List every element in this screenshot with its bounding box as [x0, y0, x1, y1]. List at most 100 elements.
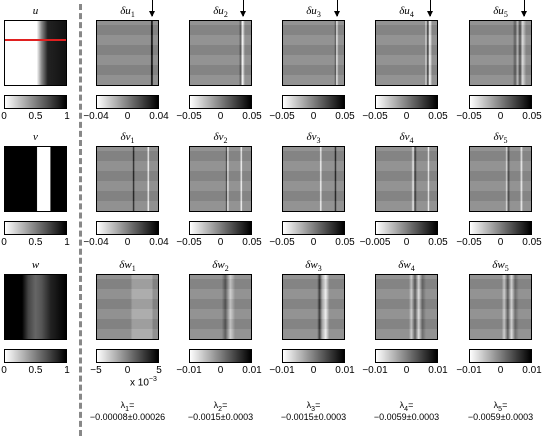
delta-w-5-tick-2: 0.01 — [522, 365, 542, 376]
eigenvalue-2-value: −0.0015±0.0003 — [187, 412, 254, 422]
delta-w-1-tick-2: 5 — [156, 365, 162, 376]
left-w-tick-1: 0.5 — [28, 365, 43, 376]
delta-u-4-tick-0: −0.05 — [362, 111, 388, 122]
left-label-u: u — [32, 5, 39, 17]
eigenvalue-5-value: −0.0059±0.0003 — [467, 412, 534, 422]
delta-w-4-tick-2: 0.01 — [428, 365, 448, 376]
delta-v-4-tick-2: 0.05 — [428, 237, 448, 248]
delta-u-2-tick-2: 0.05 — [242, 111, 262, 122]
delta-w-2-tick-2: 0.01 — [242, 365, 262, 376]
delta-v-4-panel — [375, 146, 438, 212]
left-v-tick-0: 0 — [1, 237, 7, 248]
delta-u-1-label: δu1 — [120, 5, 135, 20]
delta-u-1-tick-2: 0.04 — [149, 111, 169, 122]
delta-v-1-panel — [96, 146, 159, 212]
delta-v-3-label: δv3 — [306, 131, 321, 146]
exponent-note: x 10−3 — [130, 376, 157, 388]
left-v-colorbar — [4, 221, 67, 235]
red-profile-line — [5, 39, 66, 41]
delta-v-4-tick-1: 0 — [403, 237, 410, 248]
delta-w-2-colorbar — [189, 349, 252, 363]
delta-u-4-panel — [375, 20, 438, 86]
delta-w-2-label: δw2 — [212, 259, 229, 274]
arrow-down-icon — [427, 0, 433, 17]
delta-w-4-tick-0: −0.01 — [362, 365, 388, 376]
delta-u-1-tick-0: −0.04 — [83, 111, 109, 122]
delta-v-3-tick-0: −0.05 — [269, 237, 295, 248]
delta-w-2-tick-1: 0 — [217, 365, 224, 376]
delta-v-5-tick-0: −0.05 — [456, 237, 482, 248]
delta-u-4-tick-1: 0 — [403, 111, 410, 122]
eigenvalue-1-value: −0.00008±0.00026 — [89, 412, 166, 422]
exponent-base: x 10 — [130, 377, 149, 389]
delta-v-2-tick-1: 0 — [217, 237, 224, 248]
delta-w-4-tick-1: 0 — [403, 365, 410, 376]
delta-w-5-tick-1: 0 — [497, 365, 504, 376]
delta-u-4-colorbar — [375, 95, 438, 109]
delta-v-3-tick-1: 0 — [310, 237, 317, 248]
left-label-w: w — [31, 259, 40, 271]
left-w-colorbar — [4, 349, 67, 363]
delta-w-1-panel — [96, 274, 159, 340]
delta-w-1-colorbar — [96, 349, 159, 363]
delta-u-5-colorbar — [469, 95, 532, 109]
delta-w-3-panel — [282, 274, 345, 340]
left-panel-u — [4, 20, 67, 86]
delta-v-3-colorbar — [282, 221, 345, 235]
delta-w-3-colorbar — [282, 349, 345, 363]
left-u-tick-1: 0.5 — [28, 111, 43, 122]
delta-w-4-label: δw4 — [398, 259, 415, 274]
exponent-power: −3 — [148, 376, 157, 383]
delta-v-2-label: δv2 — [213, 131, 228, 146]
left-w-tick-2: 1 — [64, 365, 70, 376]
delta-w-5-tick-0: −0.01 — [456, 365, 482, 376]
eigenvalue-5-symbol: λ5= — [493, 400, 508, 413]
left-label-v: v — [33, 131, 38, 143]
delta-u-5-label: δu5 — [493, 5, 508, 20]
delta-w-2-tick-0: −0.01 — [176, 365, 202, 376]
delta-v-5-tick-2: 0.05 — [522, 237, 542, 248]
delta-w-4-panel — [375, 274, 438, 340]
eigenvalue-3-symbol: λ3= — [306, 400, 321, 413]
left-u-tick-2: 1 — [64, 111, 70, 122]
delta-v-5-label: δv5 — [493, 131, 508, 146]
delta-w-5-label: δw5 — [492, 259, 509, 274]
delta-v-1-tick-2: 0.04 — [149, 237, 169, 248]
delta-w-4-colorbar — [375, 349, 438, 363]
eigenvalue-4-value: −0.0059±0.0003 — [373, 412, 440, 422]
left-u-tick-0: 0 — [1, 111, 7, 122]
delta-u-2-panel — [189, 20, 252, 86]
dashed-divider — [79, 4, 82, 436]
left-u-colorbar — [4, 95, 67, 109]
delta-w-3-label: δw3 — [305, 259, 322, 274]
delta-v-2-tick-0: −0.05 — [176, 237, 202, 248]
delta-u-2-colorbar — [189, 95, 252, 109]
delta-v-5-panel — [469, 146, 532, 212]
delta-u-2-tick-1: 0 — [217, 111, 224, 122]
delta-u-3-colorbar — [282, 95, 345, 109]
delta-u-2-label: δu2 — [213, 5, 228, 20]
arrow-down-icon — [149, 0, 155, 17]
delta-u-1-tick-1: 0 — [124, 111, 131, 122]
left-v-tick-1: 0.5 — [28, 237, 43, 248]
eigenvalue-2-symbol: λ2= — [213, 400, 228, 413]
arrow-down-icon — [334, 0, 340, 17]
delta-u-1-panel — [96, 20, 159, 86]
left-panel-v — [4, 146, 67, 212]
delta-u-4-label: δu4 — [399, 5, 414, 20]
delta-u-2-tick-0: −0.05 — [176, 111, 202, 122]
delta-v-2-tick-2: 0.05 — [242, 237, 262, 248]
delta-w-1-label: δw1 — [119, 259, 136, 274]
delta-w-1-tick-0: −5 — [90, 365, 102, 376]
delta-v-3-tick-2: 0.05 — [335, 237, 355, 248]
delta-u-3-tick-2: 0.05 — [335, 111, 355, 122]
delta-v-2-colorbar — [189, 221, 252, 235]
delta-v-1-tick-1: 0 — [124, 237, 131, 248]
delta-u-5-tick-1: 0 — [497, 111, 504, 122]
delta-w-3-tick-2: 0.01 — [335, 365, 355, 376]
delta-v-1-label: δv1 — [120, 131, 135, 146]
left-w-tick-0: 0 — [1, 365, 7, 376]
delta-v-5-colorbar — [469, 221, 532, 235]
delta-u-4-tick-2: 0.05 — [428, 111, 448, 122]
arrow-down-icon — [521, 0, 527, 17]
